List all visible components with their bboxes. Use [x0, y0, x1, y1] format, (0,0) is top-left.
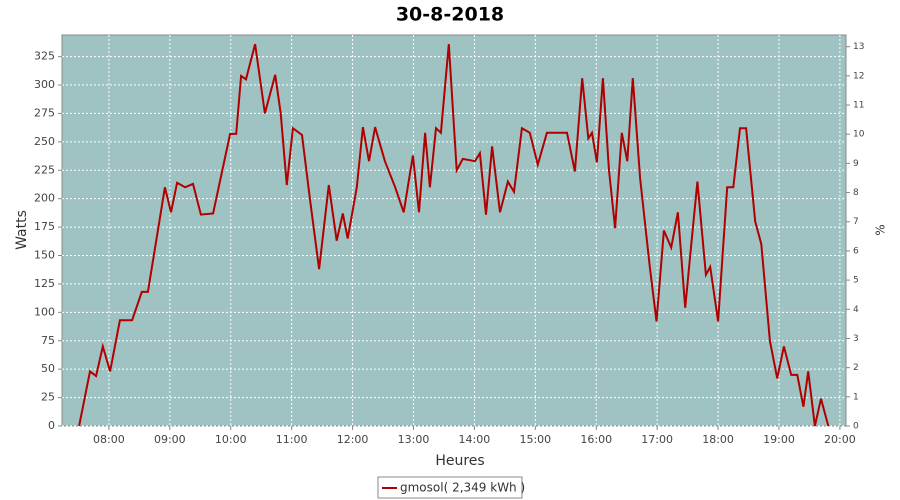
- x-tick-label: 15:00: [519, 433, 551, 446]
- y2-tick-label: 3: [853, 334, 859, 344]
- x-tick-label: 08:00: [93, 433, 125, 446]
- y2-tick-label: 5: [853, 276, 859, 286]
- y2-tick-label: 2: [853, 363, 859, 373]
- y-tick-label: 275: [34, 106, 55, 119]
- y-tick-label: 100: [34, 305, 55, 318]
- x-tick-label: 10:00: [215, 433, 247, 446]
- x-tick-label: 11:00: [276, 433, 308, 446]
- y-tick-label: 0: [48, 419, 55, 432]
- y-tick-label: 300: [34, 78, 55, 91]
- y-tick-label: 75: [41, 334, 55, 347]
- y2-tick-label: 11: [853, 101, 864, 111]
- x-tick-label: 19:00: [763, 433, 795, 446]
- y-tick-label: 200: [34, 192, 55, 205]
- y-tick-label: 25: [41, 391, 55, 404]
- plot-area: [61, 34, 847, 427]
- y-tick-label: 125: [34, 277, 55, 290]
- y-tick-label: 150: [34, 249, 55, 262]
- y2-tick-label: 12: [853, 71, 864, 81]
- x-tick-label: 13:00: [398, 433, 430, 446]
- x-tick-label: 12:00: [337, 433, 369, 446]
- x-axis-label: Heures: [435, 453, 484, 469]
- legend-box: [377, 476, 523, 499]
- y-tick-label: 325: [34, 50, 55, 63]
- x-tick-label: 14:00: [459, 433, 491, 446]
- y2-axis-label: %: [874, 224, 888, 235]
- y-tick-label: 225: [34, 163, 55, 176]
- y2-tick-label: 4: [853, 305, 859, 315]
- x-tick-label: 20:00: [824, 433, 856, 446]
- y-tick-label: 175: [34, 220, 55, 233]
- series-line: [78, 43, 830, 427]
- x-tick-label: 16:00: [580, 433, 612, 446]
- y2-tick-label: 6: [853, 246, 859, 256]
- x-tick-label: 09:00: [154, 433, 186, 446]
- y-tick-label: 250: [34, 135, 55, 148]
- y2-tick-label: 8: [853, 188, 859, 198]
- x-tick-label: 18:00: [702, 433, 734, 446]
- y2-tick-label: 0: [853, 422, 859, 432]
- y-axis-label: Watts: [14, 210, 30, 250]
- y2-tick-label: 7: [853, 217, 859, 227]
- chart-title: 30-8-2018: [396, 4, 504, 26]
- y-tick-label: 50: [41, 362, 55, 375]
- y2-tick-label: 10: [853, 130, 865, 140]
- y2-tick-label: 9: [853, 159, 859, 169]
- y2-tick-label: 1: [853, 392, 859, 402]
- legend-label: gmosol( 2,349 kWh ): [400, 481, 525, 495]
- x-tick-label: 17:00: [641, 433, 673, 446]
- y2-tick-label: 13: [853, 42, 864, 52]
